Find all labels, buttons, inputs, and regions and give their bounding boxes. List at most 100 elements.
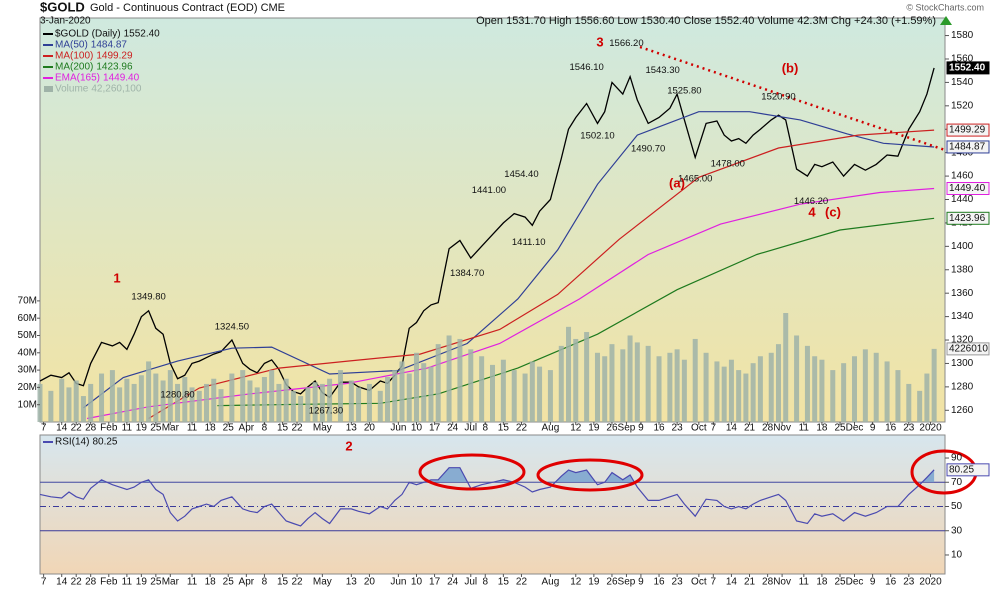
- x-tick-label: 28: [85, 577, 97, 588]
- price-annotation: 1490.70: [631, 144, 665, 155]
- legend-label: MA(100): [55, 51, 93, 62]
- volume-bar: [490, 364, 495, 422]
- y-tick-label: 1400: [951, 241, 974, 252]
- x-tick-label: 16: [653, 423, 665, 434]
- volume-bar: [479, 356, 485, 422]
- symbol: $GOLD: [40, 0, 85, 14]
- volume-bar: [189, 387, 195, 422]
- value-tag: [946, 123, 990, 137]
- x-tick-label: Nov: [773, 423, 791, 434]
- volume-bar: [366, 383, 372, 422]
- x-tick-label: 18: [205, 423, 217, 434]
- price-annotation: 1454.40: [504, 169, 538, 180]
- legend-label: MA(200): [55, 62, 93, 73]
- volume-bar: [692, 338, 698, 422]
- volume-bar: [783, 312, 789, 422]
- x-tick-label: 11: [122, 577, 133, 588]
- legend-value: 1499.29: [96, 51, 133, 62]
- x-tick-label: 15: [277, 423, 289, 434]
- volume-bar: [750, 363, 756, 422]
- x-tick-label: 15: [498, 423, 510, 434]
- volume-bar: [775, 344, 781, 422]
- volume-bar: [830, 370, 836, 422]
- volume-bar: [500, 359, 506, 422]
- x-tick-label: 8: [262, 577, 268, 588]
- volume-bar: [656, 356, 662, 422]
- x-tick-label: 7: [41, 577, 47, 588]
- indicator-line: [83, 111, 935, 409]
- x-tick-label: Aug: [542, 423, 560, 434]
- volume-bar: [428, 366, 434, 422]
- y2-tick-label: 60M: [18, 313, 37, 324]
- volume-bar: [841, 363, 847, 422]
- price-annotation: 1441.00: [472, 185, 506, 196]
- volume-bar: [254, 387, 260, 422]
- volume-bar: [377, 390, 383, 422]
- volume-bar: [160, 380, 166, 422]
- volume-bar: [109, 370, 115, 422]
- volume-bar: [511, 370, 517, 422]
- volume-bar: [627, 335, 633, 422]
- volume-bar: [392, 370, 398, 422]
- x-tick-label: Apr: [239, 577, 255, 588]
- volume-bar: [124, 378, 130, 422]
- y2-tick-label: 10M: [18, 399, 37, 410]
- x-tick-label: 22: [71, 577, 83, 588]
- volume-bar: [547, 370, 553, 422]
- legend-value: 1423.96: [96, 62, 133, 73]
- price-annotation: 1520.90: [761, 91, 795, 102]
- volume-bar: [895, 370, 901, 422]
- volume-bar: [283, 378, 289, 422]
- indicator-line: [39, 467, 935, 527]
- volume-bar: [99, 373, 105, 422]
- volume-bar: [182, 377, 188, 422]
- x-tick-label: 7: [711, 423, 717, 434]
- price-annotation: 1280.80: [160, 389, 194, 400]
- x-tick-label: 14: [726, 577, 738, 588]
- x-tick-label: 10: [411, 423, 423, 434]
- x-tick-label: 25: [834, 423, 846, 434]
- volume-bar: [73, 380, 79, 422]
- wave-label: (b): [782, 60, 799, 75]
- volume-bar: [167, 370, 173, 422]
- volume-bar: [714, 361, 720, 422]
- x-tick-label: Dec: [846, 423, 864, 434]
- x-tick-label: 25: [150, 577, 162, 588]
- volume-bar: [917, 390, 923, 422]
- x-tick-label: 2020: [919, 423, 942, 434]
- volume-bar: [609, 344, 615, 422]
- wave-label: 3: [596, 34, 603, 49]
- volume-bar: [413, 352, 419, 422]
- wave-label: 1: [113, 270, 120, 285]
- volume-bar: [421, 363, 427, 422]
- x-tick-label: 20: [364, 577, 376, 588]
- y-tick-label: 1560: [951, 54, 974, 65]
- last-value-tag: 1552.40: [949, 63, 986, 74]
- x-tick-label: 11: [122, 423, 133, 434]
- legend-value: 1552.40: [124, 29, 161, 40]
- volume-bar: [312, 382, 318, 422]
- price-annotation: 1384.70: [450, 268, 484, 279]
- x-tick-label: Jun: [390, 577, 406, 588]
- volume-bar: [399, 361, 405, 422]
- volume-bar: [117, 387, 123, 422]
- volume-bar: [757, 356, 763, 422]
- legend-label: EMA(165): [55, 73, 100, 84]
- x-tick-label: 16: [885, 423, 897, 434]
- x-tick-label: 19: [136, 423, 148, 434]
- x-tick-label: 20: [364, 423, 376, 434]
- x-tick-label: 24: [447, 423, 459, 434]
- x-tick-label: Jun: [390, 423, 406, 434]
- price-annotation: 1465.00: [678, 174, 712, 185]
- volume-bar: [558, 345, 564, 422]
- volume-bar: [240, 370, 246, 422]
- indicator-line: [148, 129, 935, 420]
- x-tick-label: 19: [588, 577, 600, 588]
- x-tick-label: 13: [346, 423, 358, 434]
- y-tick-label: 1320: [951, 335, 974, 346]
- x-tick-label: 26: [606, 423, 618, 434]
- value-tag: [946, 342, 990, 356]
- y-tick-label: 1360: [951, 288, 974, 299]
- volume-bar: [66, 387, 72, 422]
